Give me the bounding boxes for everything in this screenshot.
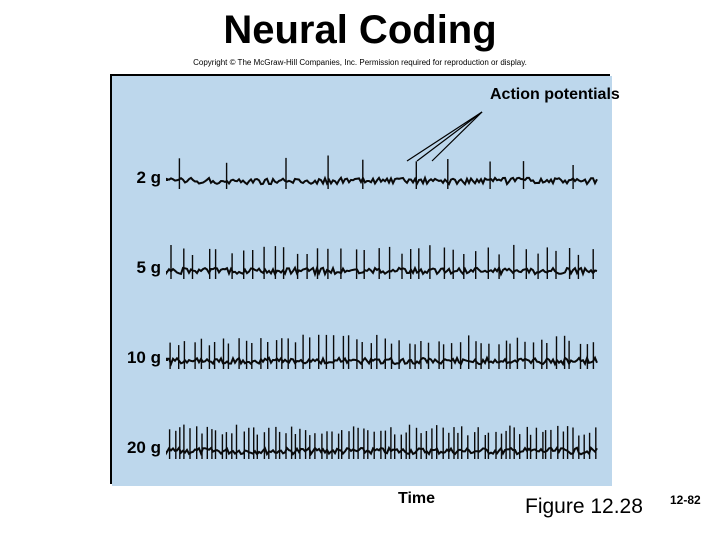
copyright-line: Copyright © The McGraw-Hill Companies, I… <box>0 58 720 67</box>
time-axis-label: Time <box>398 490 435 508</box>
trace-label: 10 g <box>113 348 161 368</box>
trace-label: 5 g <box>113 258 161 278</box>
slide: Neural Coding Copyright © The McGraw-Hil… <box>0 0 720 540</box>
slide-number: 12-82 <box>670 493 701 507</box>
trace-label: 20 g <box>113 438 161 458</box>
trace-label: 2 g <box>113 168 161 188</box>
spike-chart <box>112 76 612 486</box>
action-potentials-label: Action potentials <box>490 86 620 104</box>
chart-panel <box>110 74 610 484</box>
page-title: Neural Coding <box>0 8 720 53</box>
figure-caption: Figure 12.28 <box>525 495 643 519</box>
